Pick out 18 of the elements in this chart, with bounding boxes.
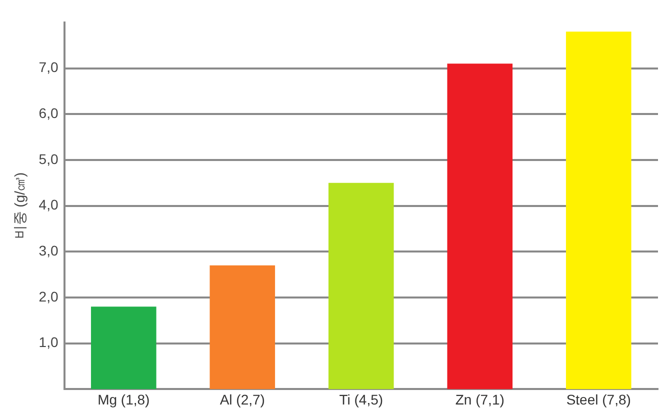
y-tick-label: 3,0	[38, 242, 58, 259]
y-tick-label: 1,0	[38, 334, 58, 350]
y-tick-label: 5,0	[38, 150, 58, 167]
x-tick-label: Al (2,7)	[220, 391, 265, 408]
x-tick-label: Ti (4,5)	[339, 391, 384, 408]
y-tick-label: 7,0	[38, 59, 58, 76]
y-axis-title: 비중 (g/㎤)	[11, 172, 28, 240]
y-tick-label: 2,0	[38, 288, 58, 304]
y-tick-label: 6,0	[38, 104, 58, 121]
bar	[210, 265, 276, 390]
bar	[566, 32, 632, 390]
bar	[447, 64, 513, 390]
x-tick-label: Steel (7,8)	[566, 391, 631, 408]
y-tick-label: 4,0	[38, 196, 58, 213]
x-tick-label: Mg (1,8)	[98, 391, 150, 408]
x-tick-label: Zn (7,1)	[455, 391, 504, 408]
bar	[328, 182, 394, 390]
bar	[90, 306, 156, 390]
